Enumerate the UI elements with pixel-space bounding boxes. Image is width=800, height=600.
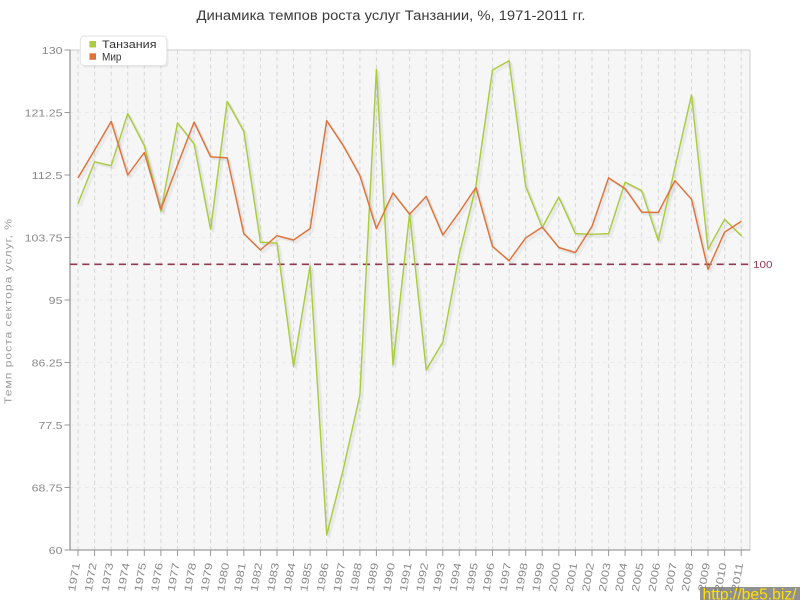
svg-text:2007: 2007: [663, 562, 680, 593]
svg-text:2005: 2005: [630, 562, 647, 593]
svg-text:1988: 1988: [348, 562, 365, 593]
svg-text:1975: 1975: [132, 562, 149, 593]
svg-text:Динамика темпов роста услуг Та: Динамика темпов роста услуг Танзании, %,…: [197, 8, 586, 23]
svg-text:86.25: 86.25: [32, 357, 63, 369]
svg-text:1973: 1973: [99, 562, 116, 593]
svg-text:2009: 2009: [696, 562, 713, 593]
svg-text:2003: 2003: [597, 562, 614, 593]
svg-text:Темп роста сектора услуг, %: Темп роста сектора услуг, %: [3, 218, 15, 404]
svg-text:2001: 2001: [564, 562, 581, 593]
svg-text:2006: 2006: [646, 562, 663, 593]
svg-text:77.5: 77.5: [39, 420, 63, 432]
svg-text:1984: 1984: [282, 562, 299, 593]
svg-text:1979: 1979: [199, 562, 216, 593]
svg-text:1989: 1989: [365, 562, 382, 593]
svg-text:1972: 1972: [83, 562, 100, 593]
svg-text:1994: 1994: [447, 562, 464, 593]
svg-text:1997: 1997: [497, 562, 514, 593]
svg-text:100: 100: [753, 259, 773, 271]
svg-text:1991: 1991: [398, 562, 415, 593]
svg-text:130: 130: [42, 45, 63, 57]
svg-text:112.5: 112.5: [32, 170, 63, 182]
svg-text:1999: 1999: [530, 562, 547, 593]
svg-text:2002: 2002: [580, 562, 597, 593]
svg-text:1976: 1976: [149, 562, 166, 593]
svg-text:1990: 1990: [381, 562, 398, 593]
svg-text:1981: 1981: [232, 562, 249, 593]
svg-text:1993: 1993: [431, 562, 448, 593]
svg-text:1992: 1992: [414, 562, 431, 593]
svg-text:http://be5.biz/: http://be5.biz/: [703, 587, 798, 600]
svg-text:68.75: 68.75: [32, 482, 63, 494]
svg-text:2000: 2000: [547, 562, 564, 593]
svg-text:1971: 1971: [66, 562, 83, 593]
svg-text:1995: 1995: [464, 562, 481, 593]
svg-text:103.75: 103.75: [25, 232, 63, 244]
svg-text:1985: 1985: [298, 562, 315, 593]
svg-text:2011: 2011: [729, 562, 746, 593]
svg-text:2008: 2008: [680, 562, 697, 593]
svg-text:1982: 1982: [249, 562, 266, 593]
svg-text:Мир: Мир: [102, 51, 122, 63]
svg-text:1980: 1980: [215, 562, 232, 593]
svg-text:Танзания: Танзания: [102, 39, 157, 51]
svg-text:2004: 2004: [613, 562, 630, 593]
svg-text:60: 60: [49, 545, 63, 557]
svg-text:1978: 1978: [182, 562, 199, 593]
svg-text:1986: 1986: [315, 562, 332, 593]
svg-text:95: 95: [49, 295, 63, 307]
svg-text:1977: 1977: [166, 562, 183, 593]
svg-text:121.25: 121.25: [25, 107, 63, 119]
svg-text:1983: 1983: [265, 562, 282, 593]
svg-text:1998: 1998: [514, 562, 531, 593]
svg-text:2010: 2010: [713, 562, 730, 593]
svg-text:1974: 1974: [116, 562, 133, 593]
svg-text:1996: 1996: [481, 562, 498, 593]
svg-text:1987: 1987: [331, 562, 348, 593]
